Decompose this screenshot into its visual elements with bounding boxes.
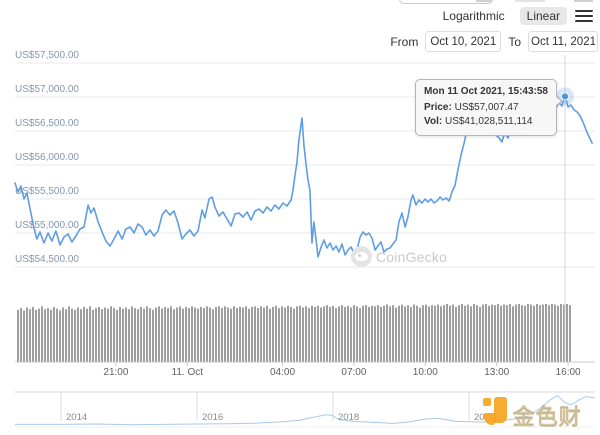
cropped-control-top xyxy=(515,0,545,2)
date-range-controls: From To xyxy=(390,31,598,52)
logarithmic-scale-button[interactable]: Logarithmic xyxy=(442,9,505,23)
golden-finance-watermark: 金色财经 xyxy=(483,397,600,435)
price-line xyxy=(14,95,593,258)
x-axis-tick-label: 11. Oct xyxy=(171,367,204,378)
tooltip-arrow xyxy=(555,96,561,106)
y-axis-tick-label: US$54,500.00 xyxy=(15,254,79,265)
navigator-year-label: 2018 xyxy=(338,412,360,423)
to-date-input[interactable] xyxy=(528,31,598,52)
x-axis-tick-label: 21:00 xyxy=(103,367,129,378)
tooltip-volume-row: Vol: US$41,028,511,114 xyxy=(424,116,533,127)
y-axis-tick-label: US$55,500.00 xyxy=(15,186,79,197)
from-label: From xyxy=(390,34,419,49)
x-axis-tick-label: 07:00 xyxy=(341,367,367,378)
linear-scale-button[interactable]: Linear xyxy=(519,7,567,25)
volume-bars xyxy=(17,304,571,362)
cropped-control-top xyxy=(574,0,593,2)
tooltip-price-row: Price: US$57,007.47 xyxy=(424,101,519,113)
golden-finance-logo-icon xyxy=(483,397,510,428)
chart-scale-controls: Logarithmic Linear xyxy=(436,7,593,25)
navigator-chart xyxy=(14,391,595,428)
coingecko-watermark: CoinGecko xyxy=(351,246,447,267)
coingecko-gecko-icon xyxy=(351,246,372,267)
from-date-input[interactable] xyxy=(425,31,502,52)
x-axis-tick-label: 10:00 xyxy=(412,367,438,378)
x-axis-tick-label: 16:00 xyxy=(555,367,581,378)
y-axis-tick-label: US$55,000.00 xyxy=(15,220,79,231)
y-axis-tick-label: US$57,500.00 xyxy=(15,50,79,61)
chart-tooltip: Mon 11 Oct 2021, 15:43:58 Price: US$57,0… xyxy=(415,79,563,136)
y-axis-tick-label: US$57,000.00 xyxy=(15,84,79,95)
coingecko-watermark-text: CoinGecko xyxy=(376,248,448,265)
y-axis-tick-label: US$56,500.00 xyxy=(15,118,79,129)
y-axis-tick-label: US$56,000.00 xyxy=(15,152,79,163)
navigator-year-label: 2014 xyxy=(66,412,88,423)
cropped-control-top xyxy=(476,0,492,2)
x-axis-tick-label: 04:00 xyxy=(269,367,296,378)
hamburger-menu-icon[interactable] xyxy=(575,10,593,22)
to-label: To xyxy=(508,34,521,49)
tooltip-datetime: Mon 11 Oct 2021, 15:43:58 xyxy=(424,86,548,97)
x-axis-tick-label: 13:00 xyxy=(484,367,510,378)
navigator-year-label: 2016 xyxy=(202,412,224,423)
x-axis xyxy=(15,361,595,366)
golden-finance-watermark-text: 金色财经 xyxy=(512,405,582,430)
